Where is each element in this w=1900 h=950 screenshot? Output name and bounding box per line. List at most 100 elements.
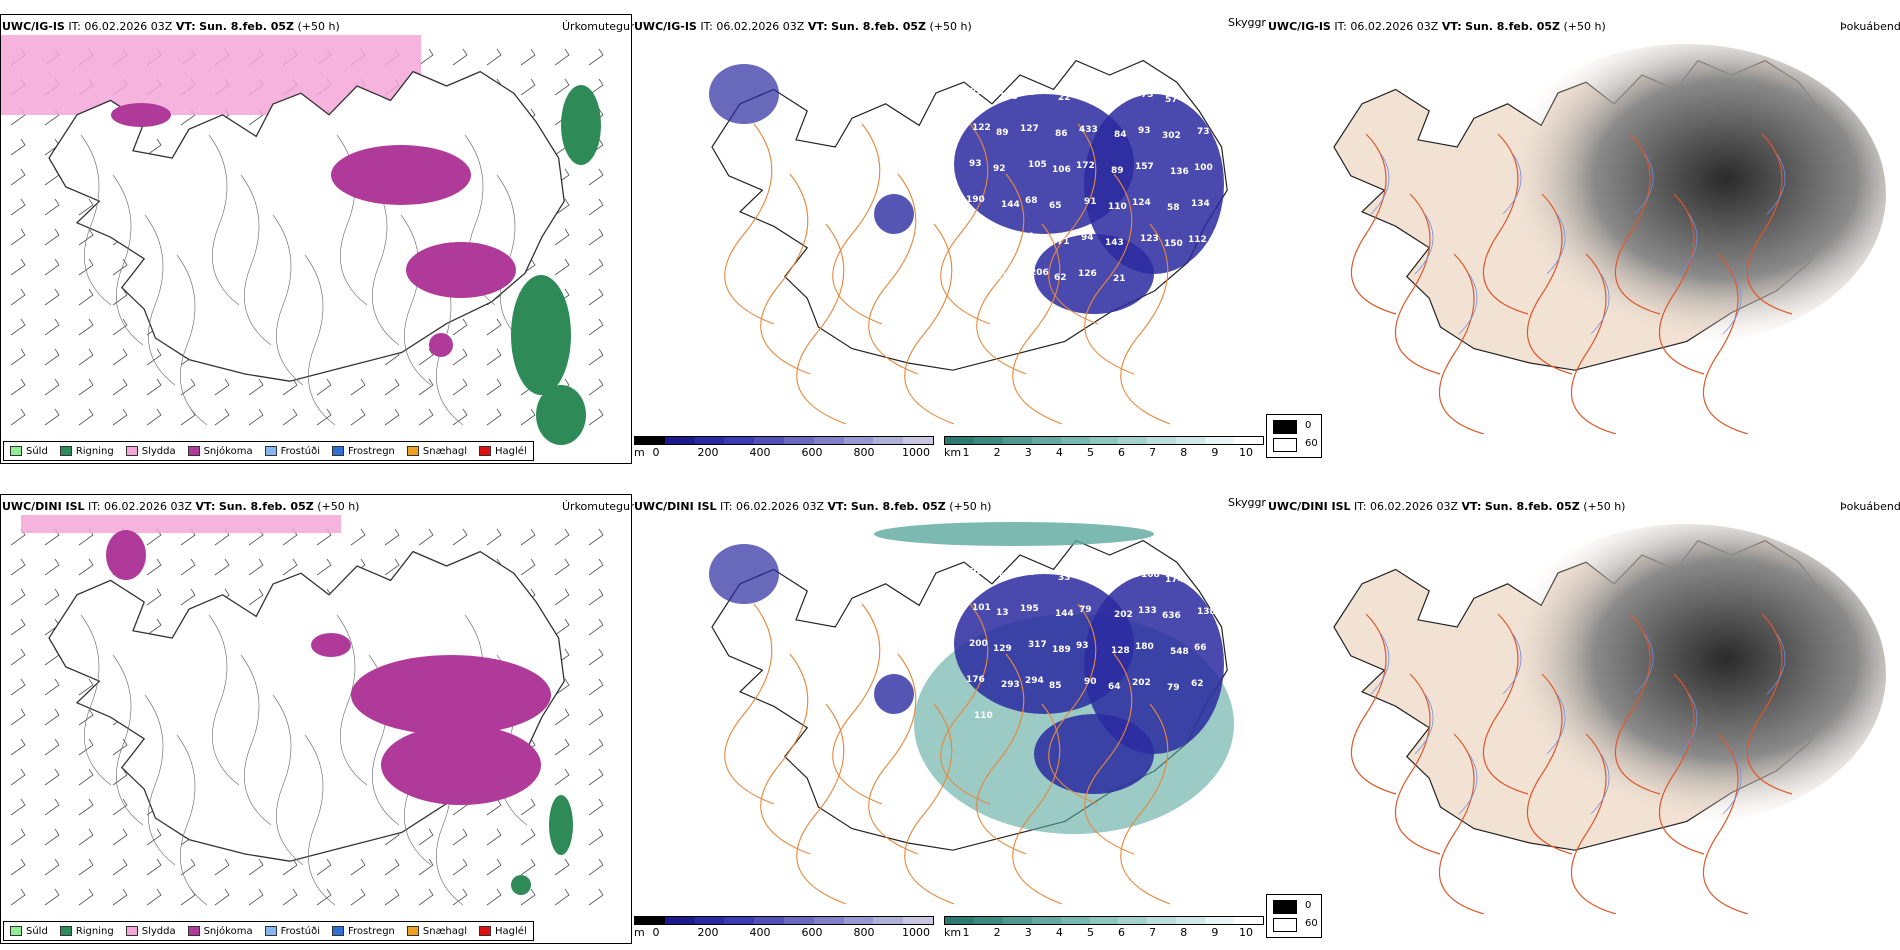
legend-swatch (264, 926, 277, 936)
wind-barb (248, 858, 264, 876)
visibility-value-label: 122 (972, 123, 991, 133)
colorbar-segment (1089, 917, 1119, 924)
panel-title: UWC/IG-IS IT: 06.02.2026 03Z VT: Sun. 8.… (2, 20, 340, 33)
colorbar-km: km 1 2 3 4 5 6 7 8 9 10 (944, 436, 1264, 466)
precip-type-map-dini: Súld Rigning Slydda Snjókoma Frostúði Frostre… (0, 494, 632, 944)
wind-barb (486, 528, 502, 546)
wind-barb (520, 858, 536, 876)
colorbar-meters: m 0 200 400 600 800 1000 (634, 436, 934, 466)
panel-right-title: Skyggni (1228, 496, 1272, 509)
visibility-map-canvas: 125 128 78 22 140 95 73 57 198 122 89 127 86 433 84 93 3… (709, 59, 1228, 425)
colorbar-unit: m (634, 926, 645, 939)
visibility-value-label: 317 (1028, 640, 1047, 650)
title-lead: (+50 h) (297, 20, 340, 33)
wind-barb (316, 858, 332, 876)
wind-barb (146, 138, 162, 156)
wind-barb (588, 258, 604, 276)
snow-area (406, 242, 516, 298)
colorbar-tick: 10 (1239, 446, 1253, 459)
wind-barb (520, 78, 536, 96)
wind-barb (180, 588, 196, 606)
colorbar-segment (1031, 917, 1061, 924)
wind-barb (10, 708, 26, 726)
visibility-value-label: 90 (1084, 677, 1097, 687)
legend-item: Súld (10, 446, 48, 457)
visibility-value-label: 118 (998, 236, 1017, 246)
river-line (1634, 633, 1654, 695)
wind-barb (10, 768, 26, 786)
panel-title: UWC/IG-IS IT: 06.02.2026 03Z VT: Sun. 8.… (1268, 20, 1606, 33)
wind-barb (78, 228, 94, 246)
colorbar-segment (945, 917, 974, 924)
wind-barb (316, 888, 332, 906)
wind-barb (588, 648, 604, 666)
wind-barb (248, 408, 264, 426)
title-it: 06.02.2026 03Z (736, 500, 825, 513)
wind-barb (486, 408, 502, 426)
visibility-value-label: 206 (1030, 268, 1049, 278)
fog-legend-swatch (1273, 420, 1297, 434)
wind-barb (554, 588, 570, 606)
wind-barb (554, 558, 570, 576)
wind-barb (554, 228, 570, 246)
road-line (336, 614, 368, 786)
title-vt-label: VT: (807, 20, 828, 33)
road-line (144, 214, 176, 386)
title-it-label: IT: (720, 500, 733, 513)
wind-barb (44, 798, 60, 816)
low-visibility-area (709, 64, 779, 124)
colorbar-tick: 5 (1086, 446, 1094, 459)
legend-label: Rigning (75, 925, 114, 937)
colorbar-segment (903, 917, 933, 924)
wind-barb (452, 888, 468, 906)
wind-barb (350, 528, 366, 546)
colorbar-segment (1031, 437, 1061, 444)
legend-swatch (264, 446, 277, 456)
fog-index-map-dini (1266, 494, 1900, 914)
colorbar-segment (724, 917, 755, 924)
legend-label: Snæhagl (422, 925, 468, 937)
wind-barb (452, 318, 468, 336)
visibility-value-label: 60 (1082, 569, 1095, 579)
visibility-value-label: 95 (1106, 94, 1119, 104)
fog-index-legend: 0 60 (1266, 894, 1322, 938)
visibility-value-label: 93 (1076, 641, 1089, 651)
wind-barb (78, 768, 94, 786)
visibility-value-label: 128 (999, 92, 1018, 102)
colorbar-tick: 6 (1118, 446, 1126, 459)
road-line (1084, 173, 1135, 375)
wind-barb (452, 528, 468, 546)
river-line (1678, 213, 1698, 275)
wind-barb (588, 858, 604, 876)
river-line (1546, 213, 1566, 275)
wind-barb (588, 798, 604, 816)
river-line (1766, 153, 1786, 215)
wind-barb (214, 888, 230, 906)
panel-title: UWC/DINI ISL IT: 06.02.2026 03Z VT: Sun.… (2, 500, 359, 513)
wind-barb (78, 858, 94, 876)
visibility-map-canvas: 192 95 56 33 60 166 108 174 193 101 13 195 144 79 202 1… (709, 522, 1234, 905)
title-model: UWC/DINI ISL (634, 500, 717, 513)
title-lead: (+50 h) (929, 20, 972, 33)
colorbar-segment (754, 437, 784, 444)
wind-barb (78, 738, 94, 756)
colorbar-tick: 0 (652, 926, 660, 939)
visibility-value-label: 157 (1135, 162, 1154, 172)
visibility-value-label: 150 (1164, 239, 1183, 249)
road-line (1084, 653, 1135, 855)
wind-barb (452, 828, 468, 846)
road-line (724, 603, 775, 805)
legend-item: Súld (10, 926, 48, 937)
wind-barb (418, 528, 434, 546)
wind-barb (248, 378, 264, 396)
wind-barb (554, 618, 570, 636)
wind-barb (588, 588, 604, 606)
legend-item: Frostregn (332, 926, 395, 937)
wind-barb (520, 798, 536, 816)
road-line (868, 653, 919, 855)
wind-barb (554, 738, 570, 756)
visibility-value-label: 200 (969, 639, 988, 649)
colorbar-km-bar (944, 436, 1264, 445)
snow-area (311, 633, 351, 657)
legend-swatch (187, 926, 200, 936)
